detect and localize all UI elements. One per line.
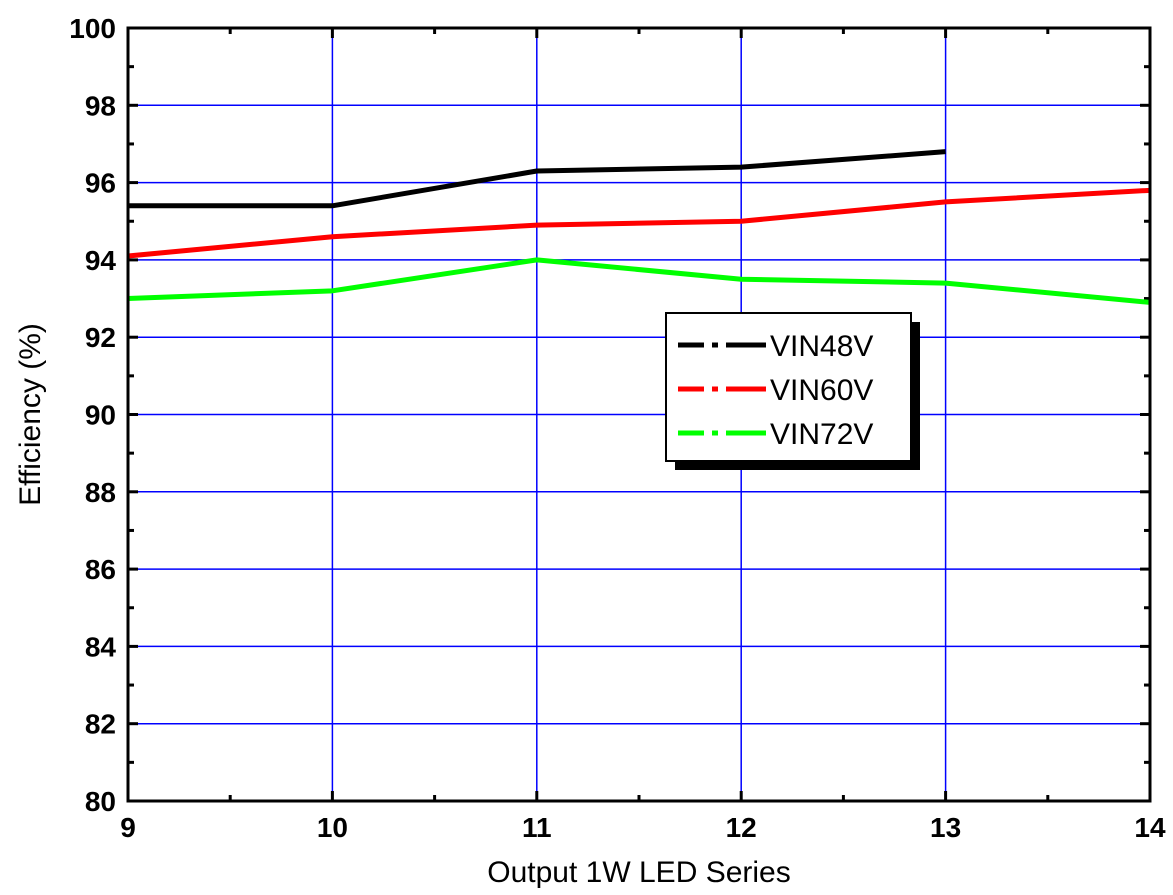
x-tick-label: 13	[930, 812, 961, 843]
y-tick-label: 88	[85, 477, 116, 508]
y-tick-label: 96	[85, 168, 116, 199]
legend-label-vin60v: VIN60V	[770, 374, 873, 407]
grid	[128, 28, 1150, 801]
x-tick-label: 14	[1134, 812, 1166, 843]
legend-box	[665, 312, 912, 462]
plot-frame	[126, 26, 1152, 803]
y-tick-label: 90	[85, 400, 116, 431]
series-line-vin60v	[127, 187, 1151, 259]
legend: VIN48V VIN60V VIN72V	[665, 312, 920, 470]
legend-label-vin48v: VIN48V	[770, 330, 873, 363]
y-tick-label: 94	[85, 245, 117, 276]
series-lines	[127, 149, 1151, 305]
x-tick-label: 12	[726, 812, 757, 843]
y-tick-label: 82	[85, 709, 116, 740]
y-tick-label: 92	[85, 322, 116, 353]
y-tick-labels: 80 82 84 86 88 90 92 94 96 98 100	[69, 13, 116, 817]
y-axis-title: Efficiency (%)	[14, 323, 47, 506]
y-tick-label: 100	[69, 13, 116, 44]
y-tick-label: 80	[85, 786, 116, 817]
legend-label-vin72v: VIN72V	[770, 418, 873, 451]
series-line-vin72v	[127, 257, 1151, 305]
x-tick-label: 11	[522, 812, 552, 843]
y-tick-label: 98	[85, 90, 116, 121]
series-line-vin48v	[128, 149, 946, 209]
x-tick-label: 10	[317, 812, 348, 843]
x-tick-label: 9	[120, 812, 136, 843]
y-tick-label: 86	[85, 554, 116, 585]
x-axis-title: Output 1W LED Series	[487, 856, 790, 889]
y-tick-label: 84	[85, 631, 117, 662]
x-tick-labels: 9 10 11 12 13 14	[120, 812, 1166, 843]
